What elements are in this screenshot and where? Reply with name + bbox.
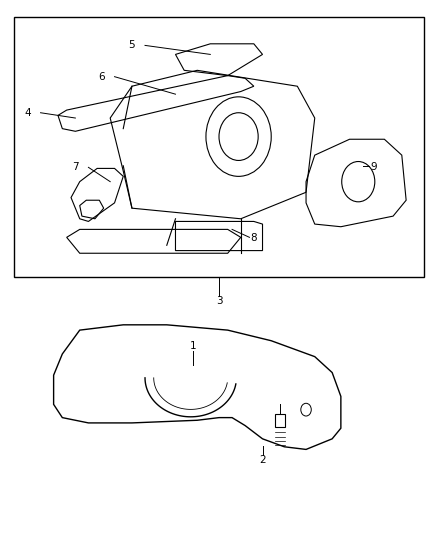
Text: 8: 8 <box>251 233 257 244</box>
Text: 2: 2 <box>259 455 266 465</box>
Bar <box>275 414 285 427</box>
Text: 4: 4 <box>24 108 31 118</box>
Text: 6: 6 <box>98 71 105 82</box>
Text: 1: 1 <box>190 341 196 351</box>
Bar <box>14 17 424 277</box>
Text: 9: 9 <box>370 162 377 172</box>
Text: 3: 3 <box>215 296 223 306</box>
Text: 7: 7 <box>72 163 79 172</box>
Text: 5: 5 <box>129 41 135 51</box>
